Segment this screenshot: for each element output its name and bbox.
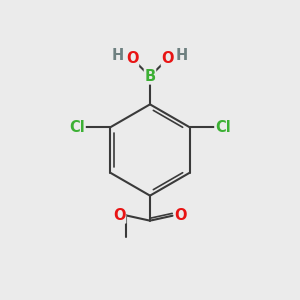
Text: O: O	[126, 51, 139, 66]
Text: Cl: Cl	[215, 120, 231, 135]
Text: H: H	[176, 48, 188, 63]
Text: Cl: Cl	[69, 120, 85, 135]
Text: O: O	[174, 208, 187, 223]
Text: O: O	[161, 51, 174, 66]
Text: H: H	[112, 48, 124, 63]
Text: B: B	[144, 69, 156, 84]
Text: O: O	[113, 208, 126, 223]
